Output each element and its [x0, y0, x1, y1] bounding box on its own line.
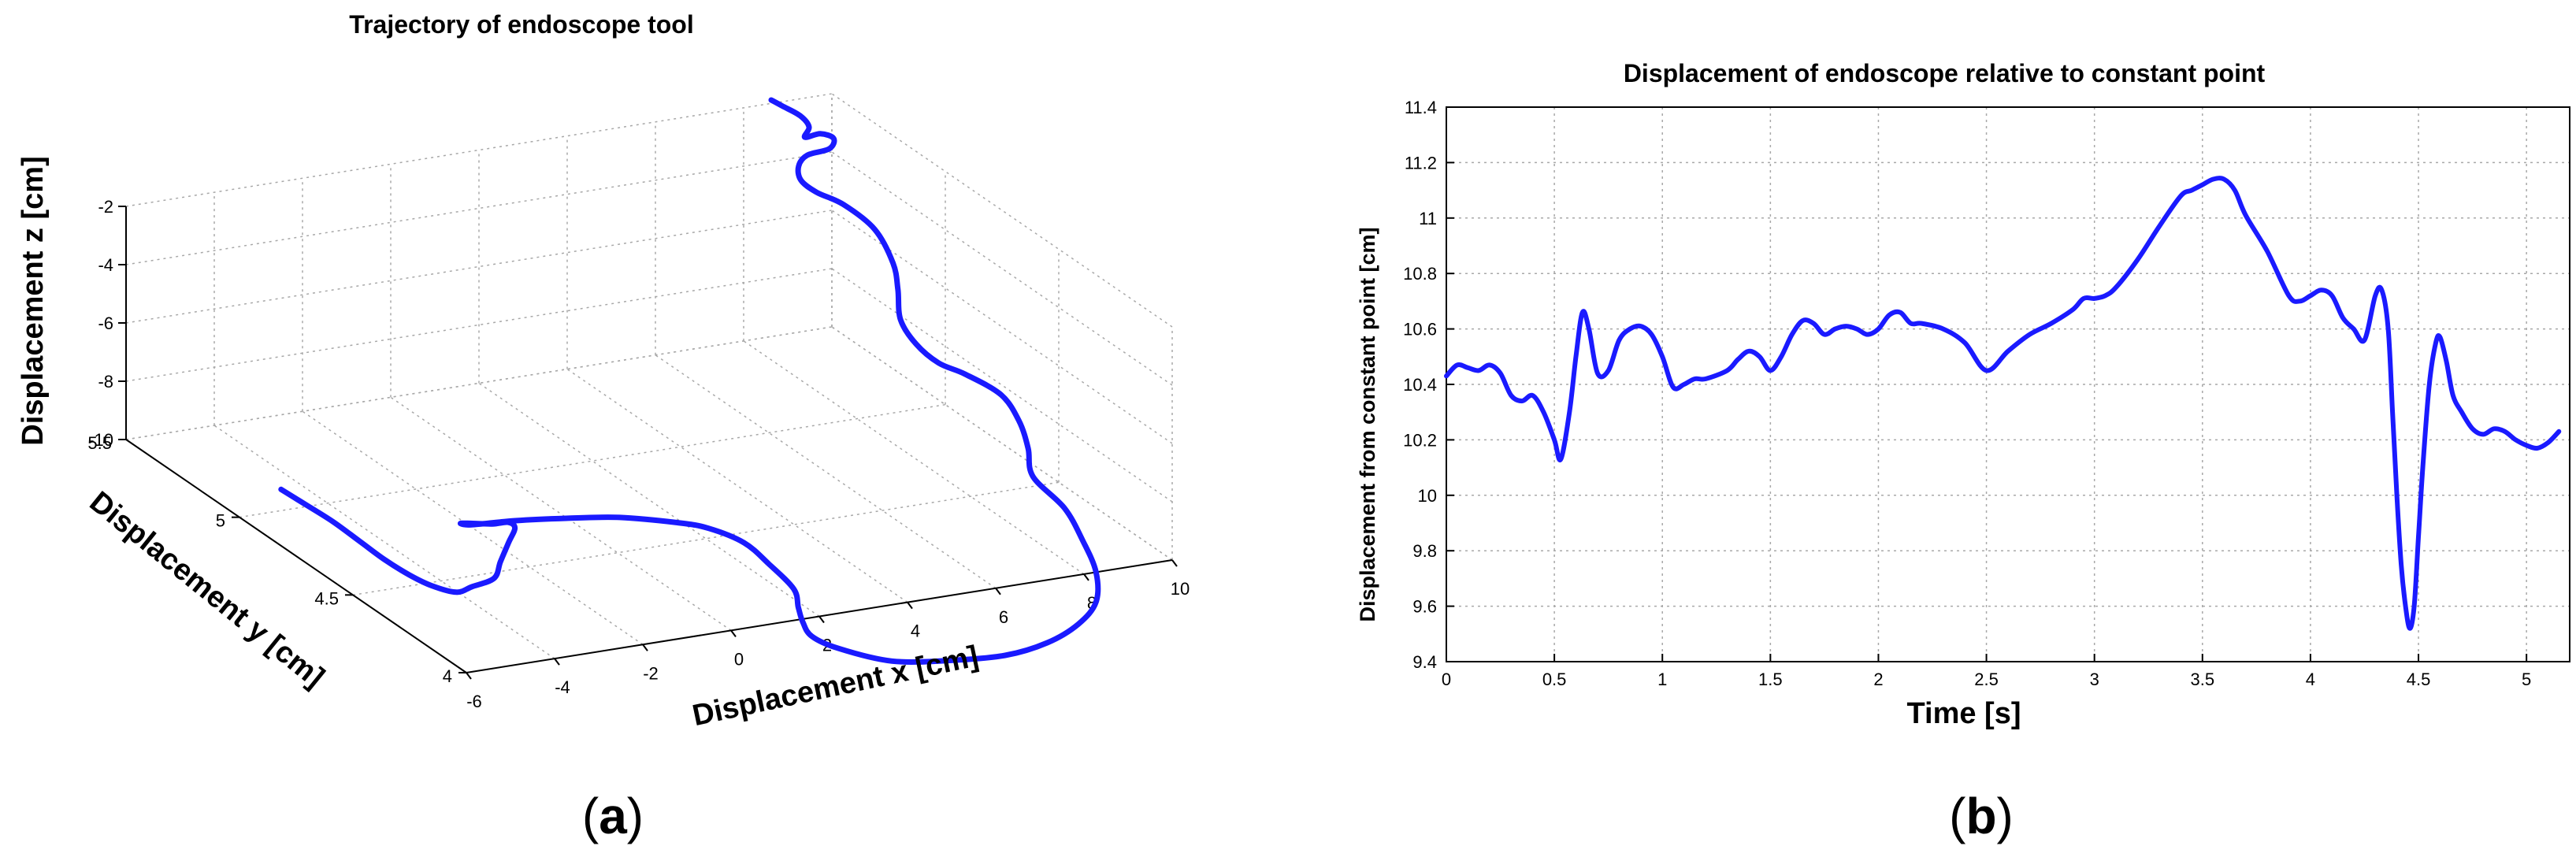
chart-2d-displacement: Displacement of endoscope relative to co…: [1356, 59, 2570, 844]
chart-a-back-grid: [125, 93, 833, 207]
chart-b-xtick-label: 1.5: [1758, 670, 1783, 689]
chart-a-xtick: [554, 658, 560, 666]
chart-a-side-grid: [831, 151, 1173, 386]
chart-b-xtick-label: 2: [1873, 670, 1883, 689]
chart-b-ytick-label: 11.4: [1405, 98, 1437, 117]
chart-a-floor-grid: [743, 340, 1085, 575]
chart-b-ytick-label: 9.8: [1412, 541, 1437, 561]
chart-a-side-grid: [831, 93, 1173, 328]
chart-b-xtick-label: 0: [1442, 670, 1451, 689]
chart-b-ytick-label: 9.4: [1412, 652, 1437, 672]
chart-a-ztick-label: -6: [98, 313, 113, 333]
chart-a-side-grid: [831, 268, 1173, 503]
chart-a-xtick: [818, 615, 825, 624]
chart-a-ytick-label: 5: [216, 511, 225, 531]
chart-a-floor-grid: [566, 369, 908, 603]
caption-a-letter: a: [599, 788, 627, 844]
chart-a-floor-grid: [655, 354, 997, 589]
chart-a-floor-grid: [352, 481, 1060, 596]
chart-b-xtick-label: 3: [2090, 670, 2099, 689]
chart-b-ytick-label: 10.8: [1403, 264, 1437, 284]
chart-b-xtick-label: 5: [2522, 670, 2531, 689]
chart-a-side-grid: [831, 326, 1173, 561]
caption-a: (a): [582, 788, 644, 844]
chart-b-ytick-label: 10.6: [1403, 320, 1437, 339]
chart-a-title: Trajectory of endoscope tool: [349, 10, 693, 39]
chart-a-xtick-label: 10: [1171, 579, 1190, 599]
chart-a-xtick-label: 0: [734, 649, 744, 669]
chart-a-axes: [118, 206, 1178, 680]
chart-b-xtick-label: 2.5: [1974, 670, 1999, 689]
chart-a-ztick-label: -4: [98, 255, 113, 275]
chart-b-plot-frame: [1446, 106, 2570, 662]
chart-b-ytick-label: 11.2: [1405, 153, 1437, 173]
chart-a-floor-grid: [302, 410, 644, 645]
chart-a-zlabel: Displacement z [cm]: [17, 156, 50, 445]
chart-a-xtick-label: 4: [911, 621, 920, 641]
chart-b-tick-labels: 0 0.5 1 1.5 2 2.5 3 3.5 4 4.5 5 9.4 9.6 9.8 10 10.2 10.4…: [1403, 98, 2531, 689]
chart-b-xtick-label: 1: [1657, 670, 1667, 689]
chart-a-xtick: [730, 629, 737, 637]
chart-a-xtick-label: -2: [643, 663, 659, 683]
chart-a-xtick: [995, 588, 1001, 595]
chart-b-ytick-label: 9.6: [1412, 597, 1437, 617]
chart-a-floor-grid: [478, 382, 820, 618]
chart-a-trajectory-line: [278, 97, 1101, 665]
chart-b-xtick-label: 3.5: [2191, 670, 2215, 689]
chart-a-ztick-label: -10: [88, 430, 113, 450]
caption-b: (b): [1949, 788, 2014, 844]
chart-b-xtick-label: 0.5: [1542, 670, 1567, 689]
chart-b-ytick-label: 10: [1418, 486, 1437, 506]
chart-a-ztick-label: -8: [98, 372, 113, 391]
chart-b-xlabel: Time [s]: [1906, 697, 2021, 730]
chart-b-title: Displacement of endoscope relative to co…: [1624, 59, 2266, 87]
chart-a-xtick: [907, 602, 913, 610]
chart-3d-trajectory: Trajectory of endoscope tool -6-4-202468…: [17, 10, 1190, 844]
chart-a-ylabel: Displacement y [cm]: [84, 485, 331, 694]
chart-b-series-line: [1444, 176, 2562, 631]
chart-b-xtick-label: 4.5: [2407, 670, 2431, 689]
chart-b-ytick-label: 11: [1419, 209, 1437, 228]
chart-a-ytick-label: 5.5: [87, 433, 112, 453]
chart-a-floor-grid: [831, 326, 1173, 561]
chart-a-ztick-label: -2: [98, 197, 113, 217]
caption-b-letter: b: [1965, 788, 1996, 844]
chart-a-ytick-label: 4.5: [314, 588, 339, 608]
chart-b-ylabel: Displacement from constant point [cm]: [1356, 227, 1379, 621]
chart-b-ytick-label: 10.4: [1403, 375, 1437, 395]
chart-a-xtick: [1083, 573, 1089, 581]
chart-a-floor-grid: [239, 403, 946, 518]
chart-a-xtick-label: -4: [555, 677, 570, 697]
chart-a-xtick: [642, 644, 648, 651]
chart-a-ytick-label: 4: [443, 666, 452, 686]
chart-b-xtick-label: 4: [2306, 670, 2315, 689]
chart-b-ytick-label: 10.2: [1403, 430, 1437, 450]
chart-a-xtick: [1171, 559, 1178, 567]
chart-b-gridlines: [1446, 106, 2570, 662]
chart-a-floor-grid: [390, 396, 732, 631]
chart-a-xtick-label: 6: [999, 607, 1008, 627]
chart-a-y-axis: [125, 439, 467, 673]
chart-a-xtick-label: -6: [466, 692, 482, 711]
chart-a-xtick: [466, 672, 472, 680]
